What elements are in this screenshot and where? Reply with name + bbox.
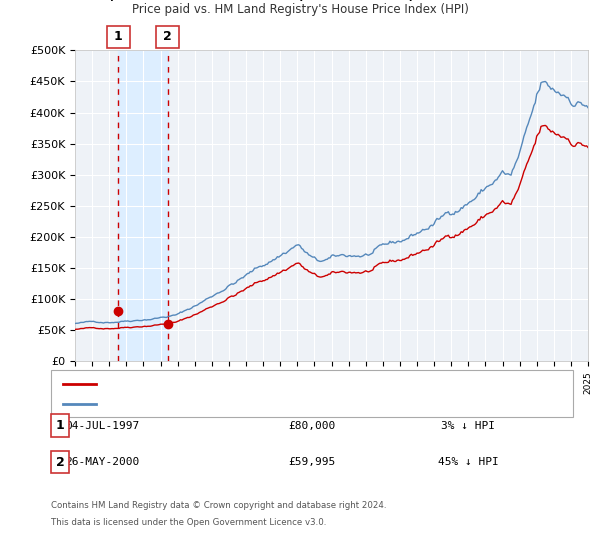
Text: 26-MAY-2000: 26-MAY-2000	[65, 457, 139, 467]
Text: Contains HM Land Registry data © Crown copyright and database right 2024.: Contains HM Land Registry data © Crown c…	[51, 501, 386, 510]
Text: 2: 2	[56, 455, 64, 469]
Text: 3% ↓ HPI: 3% ↓ HPI	[441, 421, 495, 431]
Text: 2: 2	[163, 30, 172, 44]
Text: £59,995: £59,995	[289, 457, 335, 467]
Text: HPI: Average price, detached house, East Suffolk: HPI: Average price, detached house, East…	[102, 399, 357, 409]
Text: 6, HILLHOUSE GARDENS, LOWESTOFT, NR33 0BL: 6, HILLHOUSE GARDENS, LOWESTOFT, NR33 0B…	[100, 0, 500, 2]
Text: Price paid vs. HM Land Registry's House Price Index (HPI): Price paid vs. HM Land Registry's House …	[131, 3, 469, 16]
Text: 1: 1	[114, 30, 123, 44]
Bar	[118, 50, 167, 361]
Text: 6, HILLHOUSE GARDENS, LOWESTOFT, NR33 0BL (detached house): 6, HILLHOUSE GARDENS, LOWESTOFT, NR33 0B…	[102, 379, 451, 389]
Text: 04-JUL-1997: 04-JUL-1997	[65, 421, 139, 431]
Text: This data is licensed under the Open Government Licence v3.0.: This data is licensed under the Open Gov…	[51, 518, 326, 527]
Text: 45% ↓ HPI: 45% ↓ HPI	[437, 457, 499, 467]
Text: 1: 1	[56, 419, 64, 432]
Text: £80,000: £80,000	[289, 421, 335, 431]
